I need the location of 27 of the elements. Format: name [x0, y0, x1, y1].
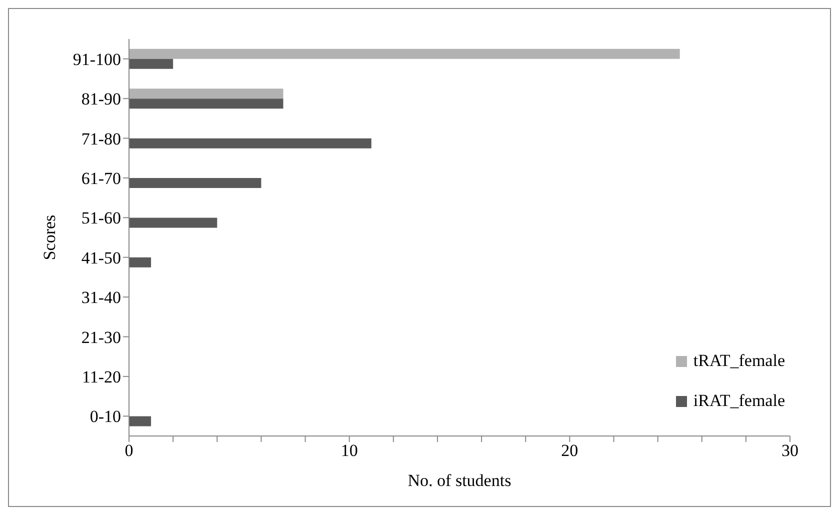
y-tick-label: 61-70: [81, 168, 121, 188]
x-axis-title: No. of students: [408, 471, 512, 490]
y-tick-label: 0-10: [90, 407, 121, 426]
bar: [129, 98, 284, 109]
y-axis-title: Scores: [40, 214, 60, 260]
bar: [129, 88, 284, 99]
x-tick-label: 10: [340, 441, 358, 460]
bar: [129, 178, 262, 188]
y-tick-label: 11-20: [82, 367, 121, 386]
legend-label: tRAT_female: [693, 351, 785, 371]
x-tick-label: 30: [782, 441, 798, 460]
bar: [129, 58, 174, 69]
y-tick-label: 81-90: [81, 90, 121, 109]
y-tick-label: 41-50: [81, 248, 121, 268]
y-tick-label: 21-30: [81, 328, 121, 347]
legend-label: iRAT_female: [693, 391, 785, 411]
y-tick-label: 71-80: [81, 129, 121, 148]
bar: [129, 138, 372, 148]
bar: [129, 416, 152, 426]
x-tick-label: 0: [124, 441, 134, 460]
x-tick-label: 20: [561, 441, 578, 460]
bar: [129, 257, 152, 268]
y-tick-label: 91-100: [72, 50, 121, 69]
bar: [129, 48, 680, 59]
y-tick-label: 51-60: [81, 208, 121, 228]
y-tick-label: 31-40: [81, 288, 121, 308]
bar: [129, 218, 218, 228]
